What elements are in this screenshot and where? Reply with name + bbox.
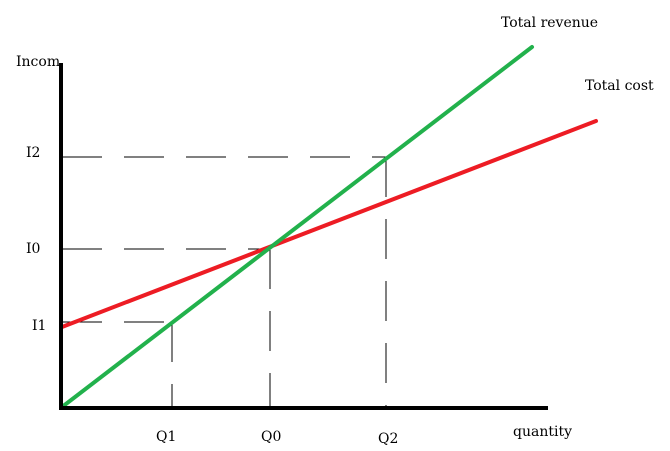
total-cost-label: Total cost bbox=[585, 78, 654, 94]
x-tick-q1: Q1 bbox=[156, 429, 176, 445]
x-tick-q2: Q2 bbox=[378, 431, 398, 447]
y-tick-i0: I0 bbox=[26, 241, 40, 257]
total-revenue-label: Total revenue bbox=[501, 15, 598, 31]
x-axis-label: quantity bbox=[513, 424, 572, 440]
y-tick-i1: I1 bbox=[32, 318, 46, 334]
y-tick-i2: I2 bbox=[26, 145, 40, 161]
total-cost-line bbox=[60, 119, 598, 329]
total-revenue-line bbox=[60, 45, 534, 409]
x-tick-q0: Q0 bbox=[261, 429, 281, 445]
y-axis-label: Incom bbox=[16, 54, 60, 70]
